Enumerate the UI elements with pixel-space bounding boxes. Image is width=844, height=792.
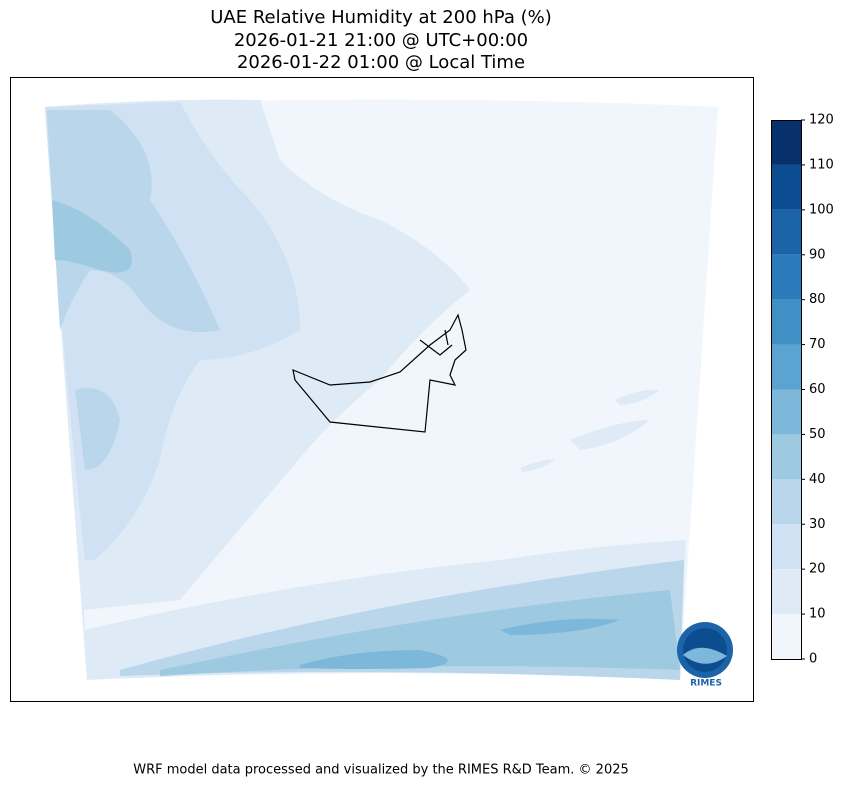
colorbar: 0 10 20 30 40 50 60 70 80 90 100 110 120 <box>771 113 834 667</box>
colorbar-tick-label: 50 <box>809 427 826 442</box>
colorbar-tick-label: 20 <box>809 562 826 577</box>
colorbar-tick-label: 80 <box>809 292 826 307</box>
colorbar-tick-label: 120 <box>809 113 834 128</box>
colorbar-segment <box>771 479 801 525</box>
footer-text: WRF model data processed and visualized … <box>133 763 629 778</box>
colorbar-segment <box>771 389 801 435</box>
colorbar-tick-label: 110 <box>809 157 834 172</box>
colorbar-tick-label: 70 <box>809 337 826 352</box>
colorbar-tick-label: 60 <box>809 382 826 397</box>
colorbar-segment <box>771 299 801 345</box>
logo-text: RIMES <box>690 679 722 689</box>
colorbar-tick-label: 40 <box>809 472 826 487</box>
colorbar-tick-label: 100 <box>809 202 834 217</box>
colorbar-segment <box>771 344 801 390</box>
colorbar-segment <box>771 614 801 659</box>
title-line: 2026-01-22 01:00 @ Local Time <box>237 52 525 73</box>
colorbar-tick-label: 10 <box>809 607 826 622</box>
colorbar-tick-label: 0 <box>809 652 817 667</box>
colorbar-segment <box>771 120 801 165</box>
colorbar-segment <box>771 434 801 480</box>
title-line: UAE Relative Humidity at 200 hPa (%) <box>210 7 551 28</box>
colorbar-segment <box>771 524 801 570</box>
colorbar-segment <box>771 164 801 210</box>
colorbar-frame <box>771 120 802 660</box>
colorbar-segment <box>771 569 801 615</box>
colorbar-segment <box>771 254 801 300</box>
map-field <box>45 99 718 681</box>
colorbar-tick-label: 30 <box>809 517 826 532</box>
colorbar-tick-label: 90 <box>809 247 826 262</box>
uae-border <box>292 313 467 433</box>
colorbar-segment <box>771 209 801 255</box>
title-line: 2026-01-21 21:00 @ UTC+00:00 <box>234 30 528 51</box>
logo: RIMES <box>677 622 733 689</box>
